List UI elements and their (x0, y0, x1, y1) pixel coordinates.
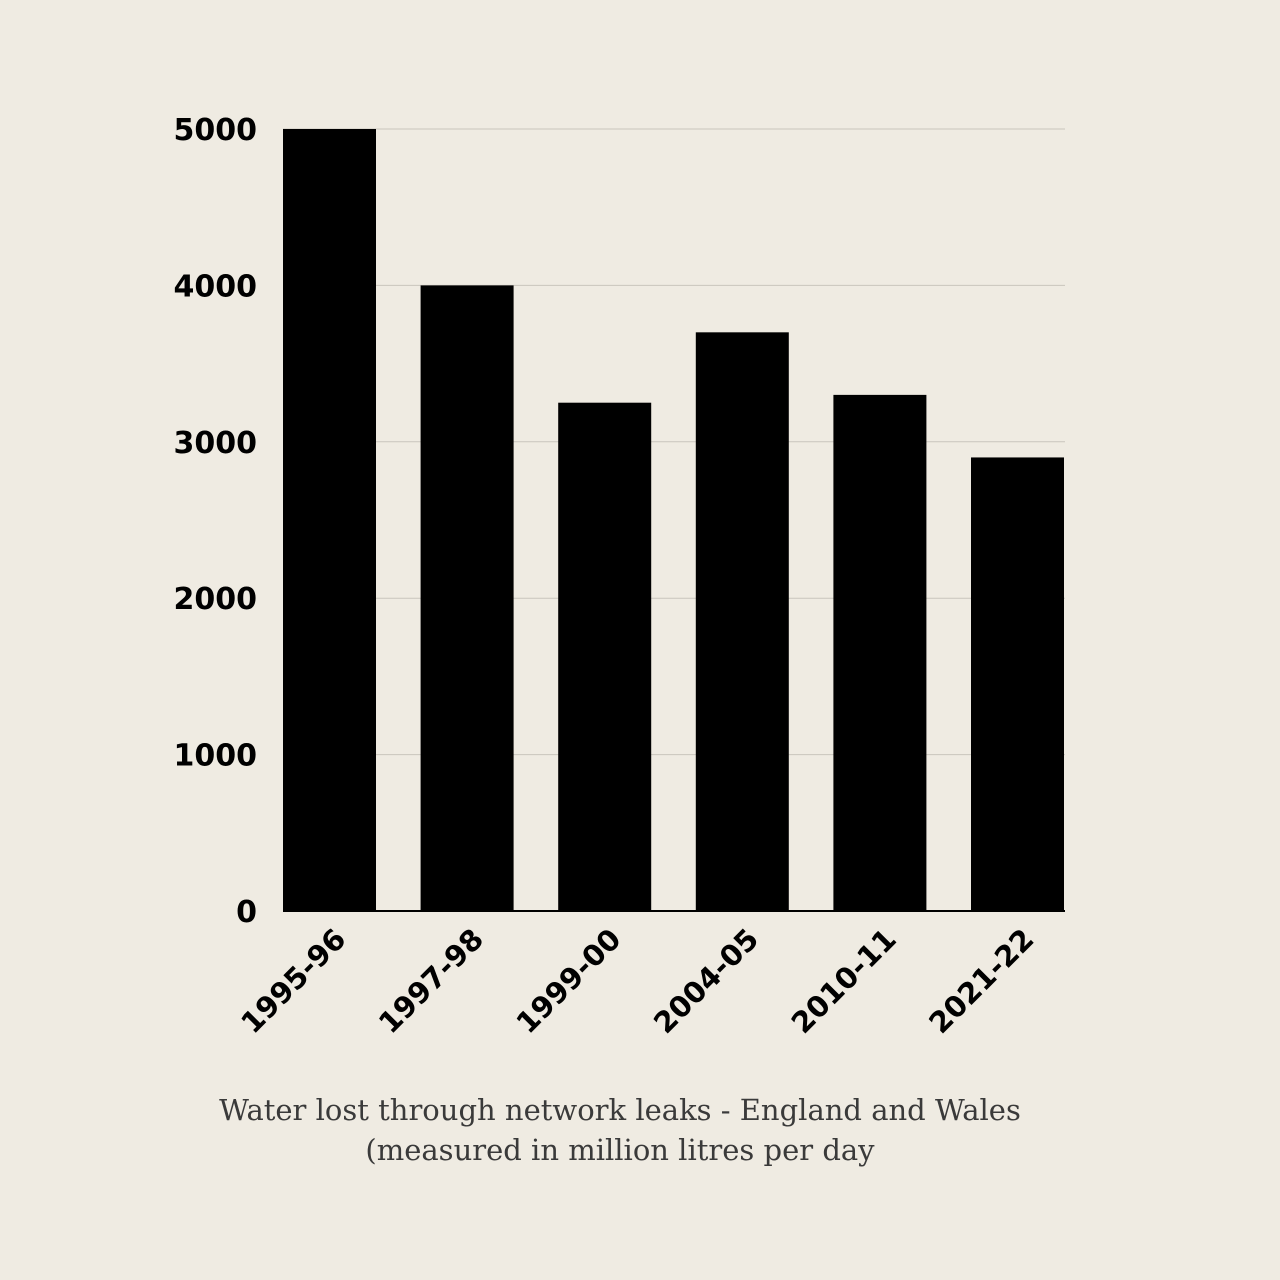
bar-2021-22 (971, 457, 1064, 911)
x-tick-label: 1997-98 (372, 922, 490, 1040)
x-tick-label: 1995-96 (234, 922, 352, 1040)
bar-1997-98 (420, 285, 514, 911)
bar-1995-96 (283, 129, 376, 911)
y-tick-label: 4000 (174, 269, 258, 304)
bar-2004-05 (695, 332, 789, 911)
x-tick-label: 1999-00 (509, 922, 627, 1040)
x-tick-label: 2010-11 (785, 922, 903, 1040)
bar-1999-00 (558, 402, 652, 911)
y-tick-label: 2000 (174, 582, 258, 617)
y-tick-label: 1000 (174, 739, 258, 774)
chart-caption: Water lost through network leaks - Engla… (0, 1090, 1240, 1170)
x-tick-label: 2021-22 (922, 922, 1040, 1040)
caption-line-1: Water lost through network leaks - Engla… (219, 1093, 1021, 1127)
caption-line-2: (measured in million litres per day (365, 1133, 875, 1167)
y-tick-label: 5000 (174, 113, 258, 148)
bar-2010-11 (833, 394, 927, 911)
y-tick-label: 0 (236, 895, 257, 930)
y-tick-label: 3000 (174, 426, 258, 461)
x-tick-label: 2004-05 (647, 922, 765, 1040)
